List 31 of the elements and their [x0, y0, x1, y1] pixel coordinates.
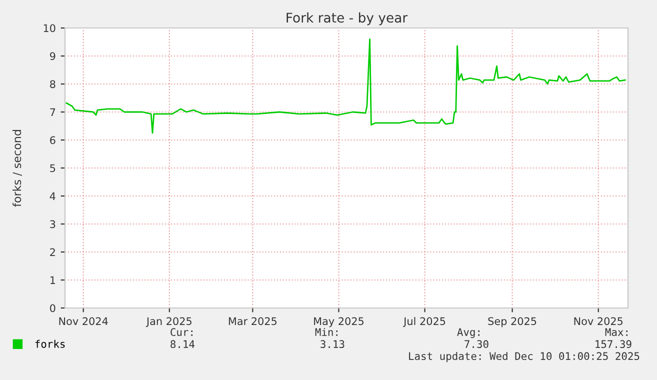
line-series [66, 38, 626, 134]
text: Max: [605, 328, 628, 336]
y-tick-label: 3 [50, 220, 56, 228]
y-tick-label: 6 [50, 136, 56, 144]
text: 7.30 [464, 340, 488, 348]
text: Last update: Wed Dec 10 01:00:25 2025 [409, 352, 640, 362]
y-tick-label: 4 [50, 192, 56, 200]
x-tick-label: May 2025 [314, 317, 364, 328]
x-tick-label: Mar 2025 [228, 317, 276, 326]
y-tick-label: 8 [50, 80, 56, 88]
text: Cur: [170, 328, 192, 336]
text: 3.13 [320, 340, 344, 348]
x-tick-label: Nov 2024 [59, 317, 108, 326]
y-tick-label: 10 [44, 24, 56, 32]
x-tick-label: Nov 2025 [574, 317, 623, 326]
y-tick-label: 2 [50, 248, 55, 256]
chart-title: Fork rate - by year [286, 12, 408, 26]
x-tick-label: Jan 2025 [146, 317, 192, 328]
text: 8.14 [170, 340, 195, 348]
y-tick-label: 0 [50, 304, 56, 312]
legend-label: forks [35, 340, 65, 348]
y-tick-label: 1 [50, 276, 56, 284]
y-tick-label: 5 [50, 164, 56, 172]
text: 157.39 [596, 340, 632, 348]
y-tick-label: 9 [50, 52, 56, 60]
x-tick-label: Jul 2025 [403, 317, 446, 328]
x-tick-label: Sep 2025 [488, 317, 536, 328]
text: Min: [315, 328, 338, 336]
y-axis-title: forks / second [12, 130, 22, 207]
text: Avg: [457, 328, 480, 338]
y-tick-label: 7 [50, 108, 56, 116]
